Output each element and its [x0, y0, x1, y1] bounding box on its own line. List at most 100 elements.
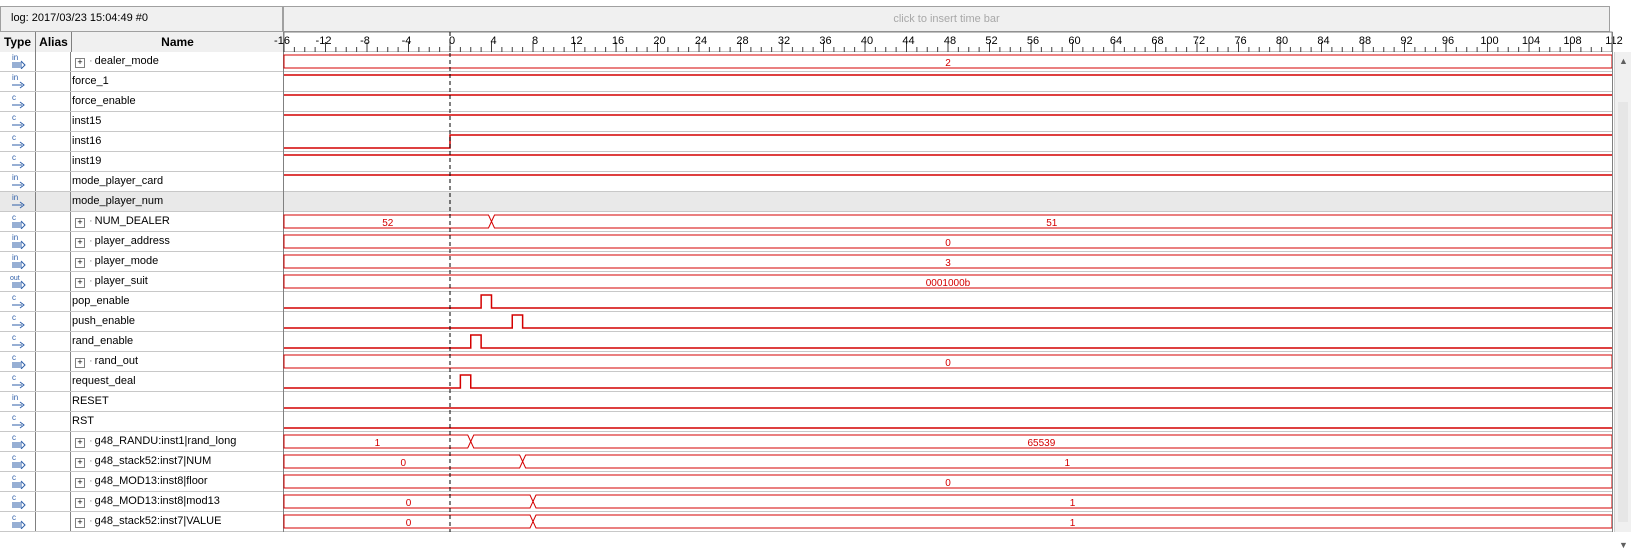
signal-row[interactable]: c rand_enable [0, 332, 283, 352]
svg-text:c: c [12, 293, 16, 302]
signal-row[interactable]: c + · g48_RANDU:inst1|rand_long [0, 432, 283, 452]
output-pin-bus-icon: out [10, 275, 26, 289]
type-cell: c [0, 472, 36, 491]
expand-icon[interactable]: + [75, 478, 85, 488]
alias-cell [36, 352, 71, 371]
ruler-tick-label: -16 [274, 35, 290, 47]
combinational-bus-icon: c [12, 453, 26, 469]
scrollbar-thumb[interactable] [1618, 102, 1628, 522]
combinational-icon: c [12, 293, 25, 309]
type-cell: c [0, 112, 36, 131]
ruler-tick-label: 84 [1317, 35, 1329, 47]
expand-icon[interactable]: + [75, 358, 85, 368]
wave-row-bg [284, 112, 1612, 132]
ruler-tick-label: -8 [360, 35, 370, 47]
tree-connector: · [89, 475, 93, 487]
type-cell: c [0, 212, 36, 231]
alias-cell [36, 452, 71, 471]
signal-name-text: player_address [94, 235, 170, 247]
tree-connector: · [89, 515, 93, 527]
signal-row[interactable]: c + · g48_MOD13:inst8|mod13 [0, 492, 283, 512]
signal-row[interactable]: out + · player_suit [0, 272, 283, 292]
type-cell: c [0, 372, 36, 391]
signal-row[interactable]: c + · g48_stack52:inst7|VALUE [0, 512, 283, 532]
type-cell: in [0, 392, 36, 411]
signal-row[interactable]: in + · player_mode [0, 252, 283, 272]
wave-row-bg [284, 172, 1612, 192]
ruler-tick-label: 36 [819, 35, 831, 47]
signal-row[interactable]: in RESET [0, 392, 283, 412]
signal-name-text: force_enable [72, 95, 136, 107]
vertical-scrollbar[interactable]: ▲ ▼ [1614, 52, 1631, 550]
tree-connector: · [89, 55, 93, 67]
combinational-icon: c [12, 113, 25, 129]
ruler-tick-label: 8 [532, 35, 538, 47]
signal-row[interactable]: c force_enable [0, 92, 283, 112]
expand-icon[interactable]: + [75, 458, 85, 468]
signal-name-text: NUM_DEALER [94, 215, 170, 227]
scroll-up-icon[interactable]: ▲ [1619, 56, 1628, 66]
alias-cell [36, 312, 71, 331]
signal-row[interactable]: c + · rand_out [0, 352, 283, 372]
signal-row[interactable]: in force_1 [0, 72, 283, 92]
column-header-name[interactable]: Name [161, 35, 194, 49]
signal-name-text: push_enable [72, 315, 136, 327]
signal-row[interactable]: c inst16 [0, 132, 283, 152]
signal-row[interactable]: c RST [0, 412, 283, 432]
ruler-tick-label: 20 [653, 35, 665, 47]
expand-icon[interactable]: + [75, 238, 85, 248]
signal-name: + · g48_stack52:inst7|VALUE [72, 512, 221, 531]
expand-icon[interactable]: + [75, 278, 85, 288]
signal-row[interactable]: c inst19 [0, 152, 283, 172]
type-cell: c [0, 132, 36, 151]
signal-row[interactable]: c + · g48_MOD13:inst8|floor [0, 472, 283, 492]
signal-row[interactable]: in mode_player_num [0, 192, 283, 212]
signal-name: push_enable [72, 312, 135, 331]
ruler-tick-label: 76 [1234, 35, 1246, 47]
signal-name-text: inst19 [72, 155, 102, 167]
wave-row-bg [284, 452, 1612, 472]
expand-icon[interactable]: + [75, 58, 85, 68]
expand-icon[interactable]: + [75, 258, 85, 268]
signal-name: RESET [72, 392, 109, 411]
signal-row[interactable]: in mode_player_card [0, 172, 283, 192]
expand-icon[interactable]: + [75, 498, 85, 508]
signal-row[interactable]: c inst15 [0, 112, 283, 132]
signal-row[interactable]: c push_enable [0, 312, 283, 332]
signal-name-text: rand_enable [72, 335, 134, 347]
column-header-alias[interactable]: Alias [36, 32, 72, 52]
combinational-icon: c [12, 373, 25, 389]
signal-row[interactable]: in + · player_address [0, 232, 283, 252]
ruler-tick-label: 108 [1563, 35, 1581, 47]
expand-icon[interactable]: + [75, 218, 85, 228]
ruler-tick-label: 24 [695, 35, 707, 47]
signal-waveform [284, 134, 1612, 149]
signal-row[interactable]: c request_deal [0, 372, 283, 392]
wave-row-bg [284, 232, 1612, 252]
wave-row-bg [284, 472, 1612, 492]
signal-name-text: inst15 [72, 115, 102, 127]
svg-text:c: c [12, 313, 16, 322]
alias-cell [36, 272, 71, 291]
wave-row-bg [284, 252, 1612, 272]
signal-name-text: pop_enable [72, 295, 130, 307]
expand-icon[interactable]: + [75, 438, 85, 448]
signal-row[interactable]: c pop_enable [0, 292, 283, 312]
alias-cell [36, 512, 71, 531]
alias-cell [36, 252, 71, 271]
signal-row[interactable]: c + · g48_stack52:inst7|NUM [0, 452, 283, 472]
type-cell: c [0, 92, 36, 111]
svg-text:c: c [12, 153, 16, 162]
svg-text:c: c [12, 353, 16, 362]
ruler-tick-label: 88 [1359, 35, 1371, 47]
svg-text:c: c [12, 133, 16, 142]
signal-row[interactable]: c + · NUM_DEALER [0, 212, 283, 232]
signal-row[interactable]: in + · dealer_mode [0, 52, 283, 72]
column-header-type[interactable]: Type [0, 32, 36, 52]
svg-text:in: in [12, 73, 18, 82]
type-cell: c [0, 352, 36, 371]
ruler-tick-label: -4 [402, 35, 412, 47]
expand-icon[interactable]: + [75, 518, 85, 528]
